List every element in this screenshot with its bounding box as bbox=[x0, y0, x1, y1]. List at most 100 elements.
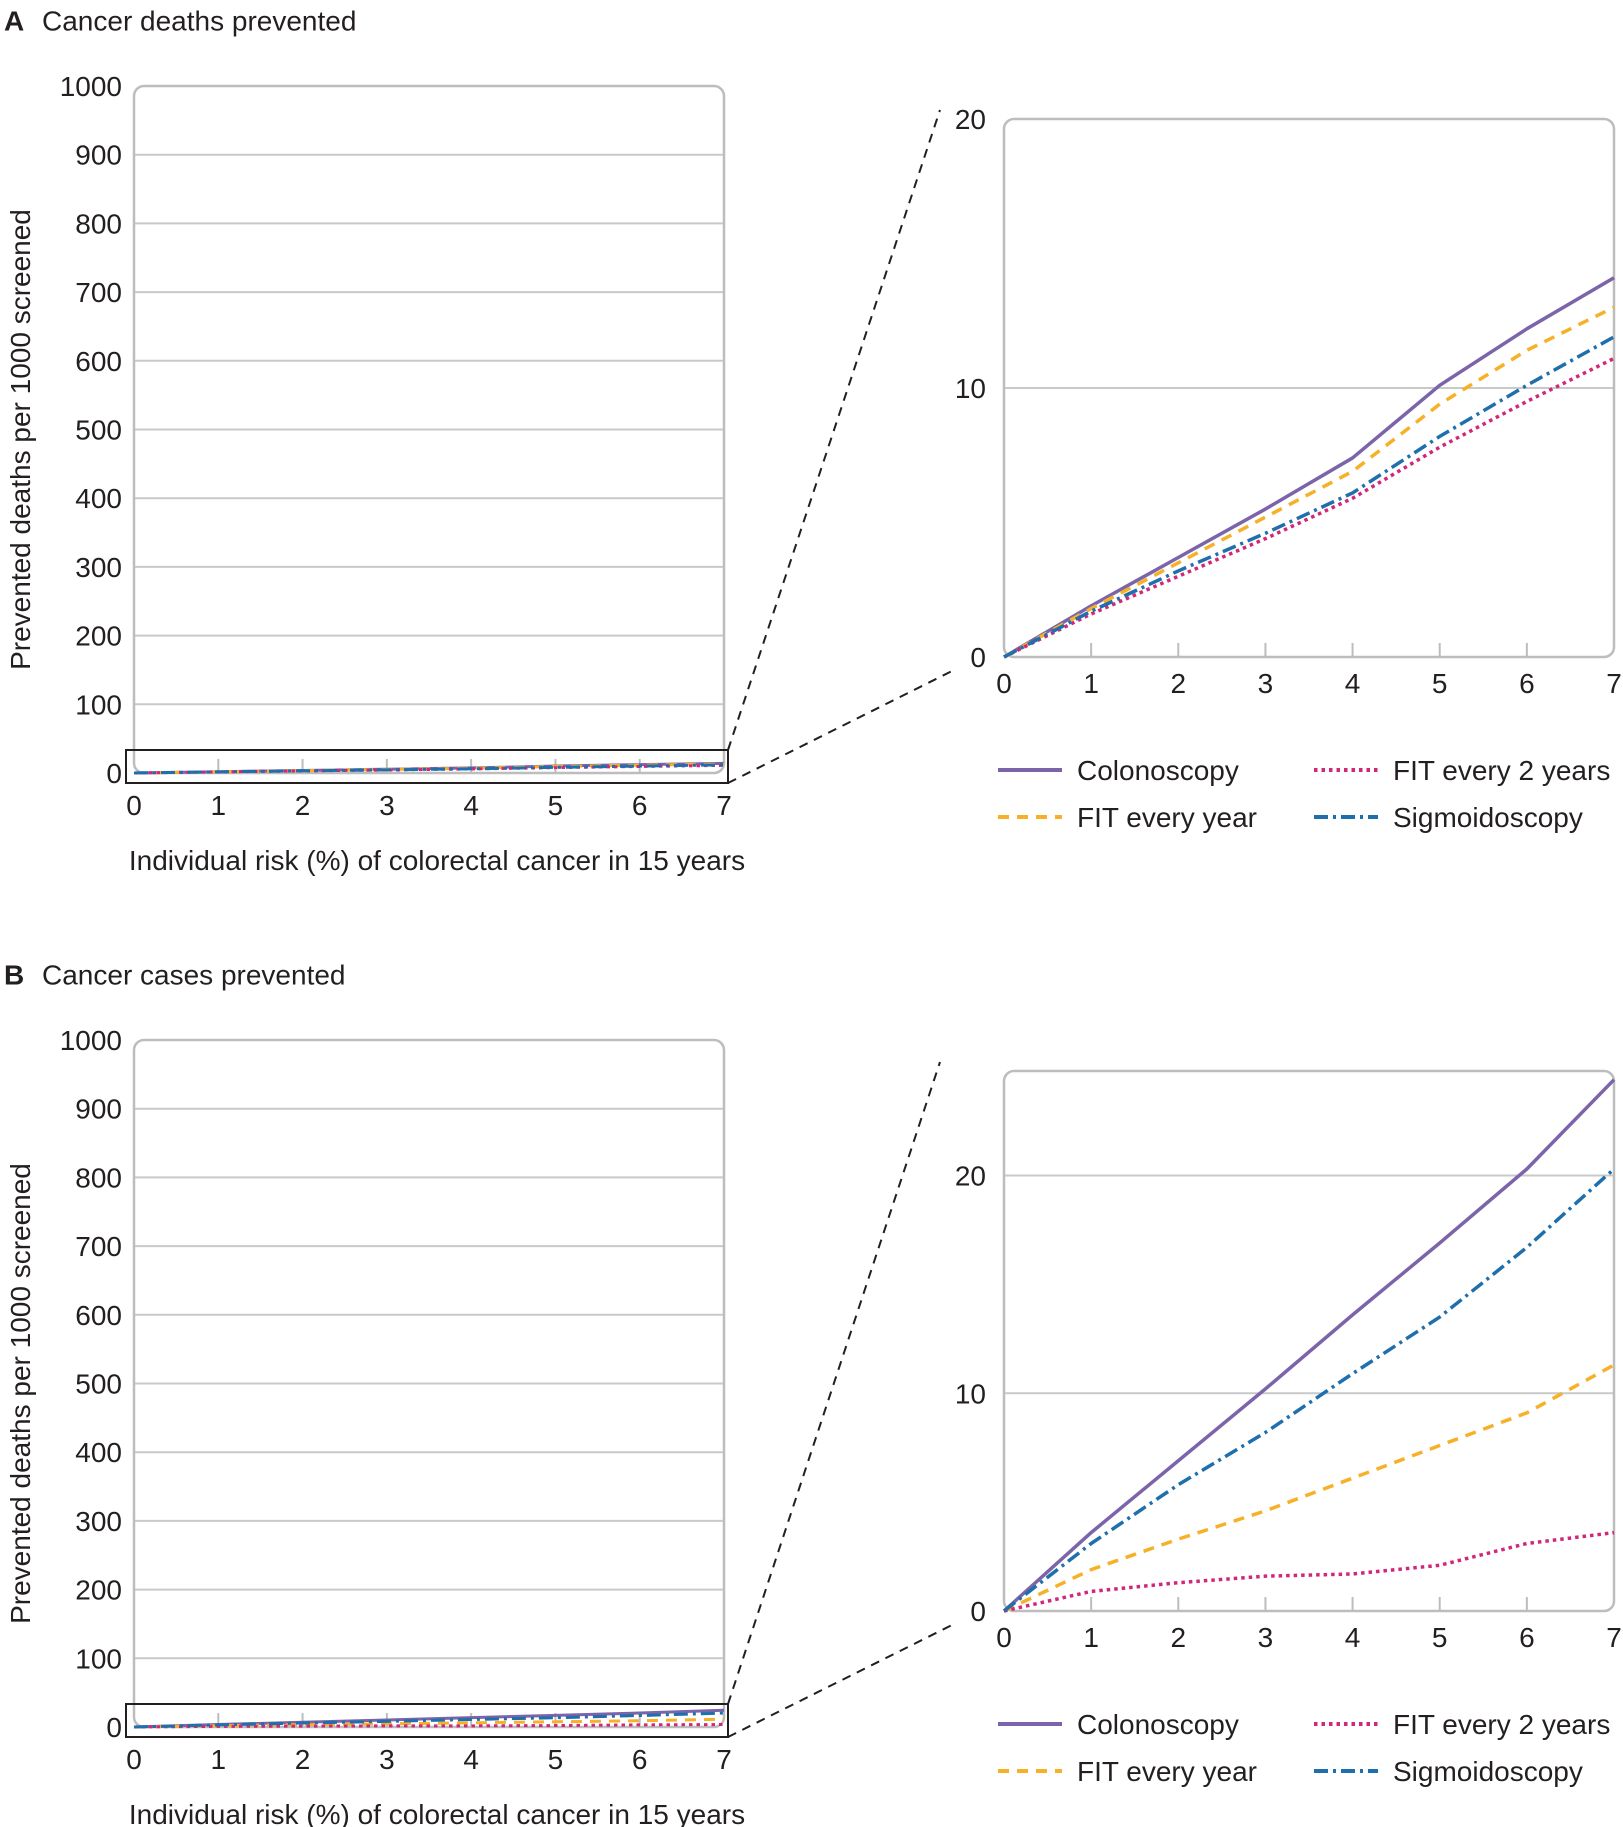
panel-title: Cancer deaths prevented bbox=[42, 5, 356, 36]
y-tick-label: 200 bbox=[75, 1575, 122, 1606]
y-tick-label: 1000 bbox=[60, 1025, 122, 1056]
full-plot: 0 100 200 300 400 500 600 700 800 900 1000 0 1 2 3 4 5 6 7… bbox=[5, 1025, 745, 1827]
full-series-line-3 bbox=[133, 763, 725, 775]
zoom-box bbox=[125, 749, 729, 784]
zoom-x-tick-label: 0 bbox=[996, 668, 1012, 699]
zoom-series-line-0 bbox=[1002, 1078, 1616, 1613]
y-tick-label: 700 bbox=[75, 1231, 122, 1262]
x-tick-label: 5 bbox=[548, 1744, 564, 1775]
zoom-x-tick-label: 5 bbox=[1432, 1622, 1448, 1653]
y-tick-label: 600 bbox=[75, 1300, 122, 1331]
zoom-x-tick-label: 4 bbox=[1345, 1622, 1361, 1653]
y-tick-label: 500 bbox=[75, 1369, 122, 1400]
zoom-plot-frame bbox=[1002, 1069, 1616, 1613]
legend-label: Colonoscopy bbox=[1077, 1709, 1239, 1740]
zoom-series-line-1 bbox=[1003, 305, 1615, 659]
panel-letter: A bbox=[4, 5, 24, 36]
y-tick-label: 300 bbox=[75, 552, 122, 583]
full-series-line-3 bbox=[133, 1711, 725, 1729]
zoom-series-line-3 bbox=[1002, 1167, 1616, 1613]
x-tick-label: 6 bbox=[632, 1744, 648, 1775]
y-tick-label: 800 bbox=[75, 208, 122, 239]
full-series-line-2 bbox=[133, 1723, 725, 1729]
full-plot: 0 100 200 300 400 500 600 700 800 900 1000 0 1 2 3 4 5 6 7… bbox=[5, 71, 745, 876]
zoom-series-line-1 bbox=[1003, 1363, 1615, 1613]
x-tick-label: 6 bbox=[632, 790, 648, 821]
y-tick-label: 800 bbox=[75, 1162, 122, 1193]
zoom-x-tick-label: 1 bbox=[1083, 1622, 1099, 1653]
zoom-plot-frame bbox=[1002, 117, 1616, 659]
zoom-y-tick-label: 0 bbox=[970, 642, 986, 673]
x-tick-label: 1 bbox=[210, 1744, 226, 1775]
zoom-y-tick-label: 10 bbox=[955, 373, 986, 404]
zoom-connector-bottom bbox=[727, 668, 957, 784]
zoom-y-tick-label: 10 bbox=[955, 1378, 986, 1409]
zoom-x-tick-label: 0 bbox=[996, 1622, 1012, 1653]
x-tick-label: 3 bbox=[379, 1744, 395, 1775]
x-axis-label: Individual risk (%) of colorectal cancer… bbox=[129, 1799, 745, 1827]
zoom-connector-top bbox=[727, 109, 941, 751]
x-tick-label: 2 bbox=[295, 1744, 311, 1775]
panel-a: A Cancer deaths prevented0100200300400500… bbox=[4, 5, 1622, 876]
legend-label: Sigmoidoscopy bbox=[1393, 802, 1583, 833]
panel-letter: B bbox=[4, 959, 24, 990]
x-tick-label: 5 bbox=[548, 790, 564, 821]
zoom-x-tick-label: 2 bbox=[1170, 668, 1186, 699]
y-tick-label: 0 bbox=[106, 758, 122, 789]
zoom-series-line-2 bbox=[1003, 356, 1615, 659]
legend-label: Colonoscopy bbox=[1077, 755, 1239, 786]
zoom-x-tick-label: 6 bbox=[1519, 668, 1535, 699]
x-tick-label: 4 bbox=[463, 790, 479, 821]
y-tick-label: 100 bbox=[75, 1643, 122, 1674]
zoom-x-tick-label: 4 bbox=[1345, 668, 1361, 699]
x-tick-label: 7 bbox=[716, 790, 732, 821]
plot-frame bbox=[132, 84, 726, 775]
y-tick-label: 300 bbox=[75, 1506, 122, 1537]
zoom-box bbox=[125, 1703, 729, 1738]
x-tick-label: 1 bbox=[210, 790, 226, 821]
x-tick-label: 3 bbox=[379, 790, 395, 821]
legend-label: FIT every 2 years bbox=[1393, 755, 1610, 786]
y-tick-label: 700 bbox=[75, 277, 122, 308]
zoom-plot: 0 10 20 0 1 2 3 4 5 6 7 bbox=[955, 1069, 1622, 1653]
zoom-y-tick-label: 20 bbox=[955, 1161, 986, 1192]
x-axis-label: Individual risk (%) of colorectal cancer… bbox=[129, 845, 745, 876]
legend-label: Sigmoidoscopy bbox=[1393, 1756, 1583, 1787]
zoom-x-tick-label: 6 bbox=[1519, 1622, 1535, 1653]
legend: Colonoscopy FIT every year FIT every 2 yea… bbox=[998, 755, 1610, 833]
y-tick-label: 1000 bbox=[60, 71, 122, 102]
zoom-connector-top bbox=[727, 1061, 941, 1705]
zoom-x-tick-label: 1 bbox=[1083, 668, 1099, 699]
y-axis-label: Prevented deaths per 1000 screened bbox=[5, 1163, 36, 1624]
zoom-series-line-2 bbox=[1003, 1530, 1615, 1613]
zoom-x-tick-label: 3 bbox=[1258, 1622, 1274, 1653]
y-tick-label: 900 bbox=[75, 140, 122, 171]
zoom-x-tick-label: 7 bbox=[1606, 668, 1622, 699]
zoom-y-tick-label: 20 bbox=[955, 104, 986, 135]
legend-label: FIT every 2 years bbox=[1393, 1709, 1610, 1740]
zoom-x-tick-label: 3 bbox=[1258, 668, 1274, 699]
y-tick-label: 900 bbox=[75, 1094, 122, 1125]
zoom-x-tick-label: 7 bbox=[1606, 1622, 1622, 1653]
x-tick-label: 7 bbox=[716, 1744, 732, 1775]
x-tick-label: 4 bbox=[463, 1744, 479, 1775]
zoom-x-tick-label: 2 bbox=[1170, 1622, 1186, 1653]
legend-label: FIT every year bbox=[1077, 802, 1257, 833]
y-tick-label: 500 bbox=[75, 415, 122, 446]
zoom-connector-bottom bbox=[727, 1622, 957, 1738]
panel-b: B Cancer cases prevented01002003004005006… bbox=[4, 959, 1622, 1827]
zoom-x-tick-label: 5 bbox=[1432, 668, 1448, 699]
y-tick-label: 100 bbox=[75, 689, 122, 720]
x-tick-label: 0 bbox=[126, 790, 142, 821]
y-axis-label: Prevented deaths per 1000 screened bbox=[5, 209, 36, 670]
zoom-series-line-3 bbox=[1003, 335, 1615, 659]
x-tick-label: 2 bbox=[295, 790, 311, 821]
zoom-series-line-0 bbox=[1003, 276, 1615, 659]
x-tick-label: 0 bbox=[126, 1744, 142, 1775]
zoom-y-tick-label: 0 bbox=[970, 1596, 986, 1627]
legend-label: FIT every year bbox=[1077, 1756, 1257, 1787]
y-tick-label: 400 bbox=[75, 483, 122, 514]
y-tick-label: 400 bbox=[75, 1437, 122, 1468]
y-tick-label: 200 bbox=[75, 621, 122, 652]
